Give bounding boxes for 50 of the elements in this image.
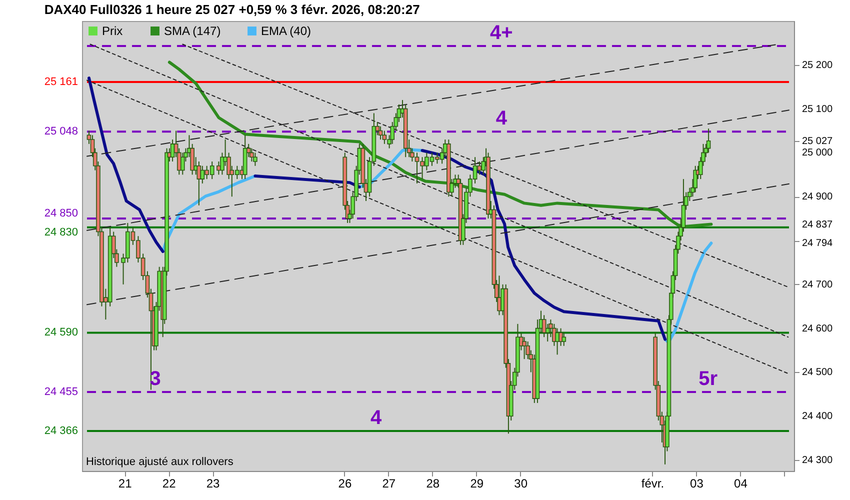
ref-line-label: 25 161 xyxy=(44,76,78,88)
y-tick-label: 25 100 xyxy=(802,104,834,115)
x-tick-label: 03 xyxy=(690,476,704,490)
annotation: 4 xyxy=(496,108,508,130)
ref-line-label: 24 590 xyxy=(44,326,78,339)
candlestick xyxy=(250,148,254,162)
x-tick-label: 30 xyxy=(514,476,528,490)
y-tick-label: 24 900 xyxy=(802,192,834,203)
legend-label: SMA (147) xyxy=(164,24,221,38)
ref-line-label: 24 850 xyxy=(44,208,78,220)
x-tick-label: 23 xyxy=(206,476,220,490)
y-tick-label: 25 200 xyxy=(802,60,834,71)
x-tick-label: 28 xyxy=(426,476,440,490)
line-series xyxy=(168,60,713,228)
y-tick-label: 24 600 xyxy=(802,323,834,334)
ref-line-label: 24 830 xyxy=(44,226,78,238)
y-tick-label: 24 500 xyxy=(802,367,834,378)
candlestick xyxy=(253,152,258,166)
candlestick xyxy=(180,152,185,176)
ref-line-label: 25 048 xyxy=(44,126,78,138)
candlestick xyxy=(545,323,550,342)
x-tick-label: 22 xyxy=(162,476,176,490)
x-tick-label: 29 xyxy=(470,476,484,490)
x-tick-label: févr. xyxy=(641,476,664,490)
candlestick xyxy=(562,332,566,346)
y-tick-label: 25 027 xyxy=(802,136,834,147)
y-tick-label: 24 794 xyxy=(802,238,834,250)
ref-line-label: 24 455 xyxy=(44,386,78,398)
x-tick-label: 04 xyxy=(734,476,748,490)
x-tick-label: 21 xyxy=(118,476,132,490)
y-tick-label: 24 300 xyxy=(802,455,834,466)
annotation: 4 xyxy=(370,407,383,430)
x-tick-label: 26 xyxy=(338,476,352,490)
ref-line-label: 24 366 xyxy=(44,425,78,438)
annotation: 4+ xyxy=(490,22,513,44)
legend-label: Prix xyxy=(102,24,123,38)
candlestick xyxy=(200,165,205,184)
x-tick-label: 27 xyxy=(382,476,396,490)
y-tick-label: 24 700 xyxy=(802,279,834,290)
candlestick xyxy=(522,336,526,360)
y-tick-label: 25 000 xyxy=(802,148,834,159)
legend-label: EMA (40) xyxy=(261,24,312,38)
candlestick xyxy=(706,128,711,154)
candlestick xyxy=(542,314,546,338)
annotation: 5r xyxy=(698,368,718,390)
y-tick-label: 24 837 xyxy=(802,219,834,230)
candlestick xyxy=(378,126,383,140)
chart-title: DAX40 Full0326 1 heure 25 027 +0,59 % 3 févr. 2026, 08:20:27 xyxy=(44,2,420,17)
y-tick-label: 24 400 xyxy=(802,411,834,422)
annotation: Historique ajusté aux rollovers xyxy=(86,456,234,468)
